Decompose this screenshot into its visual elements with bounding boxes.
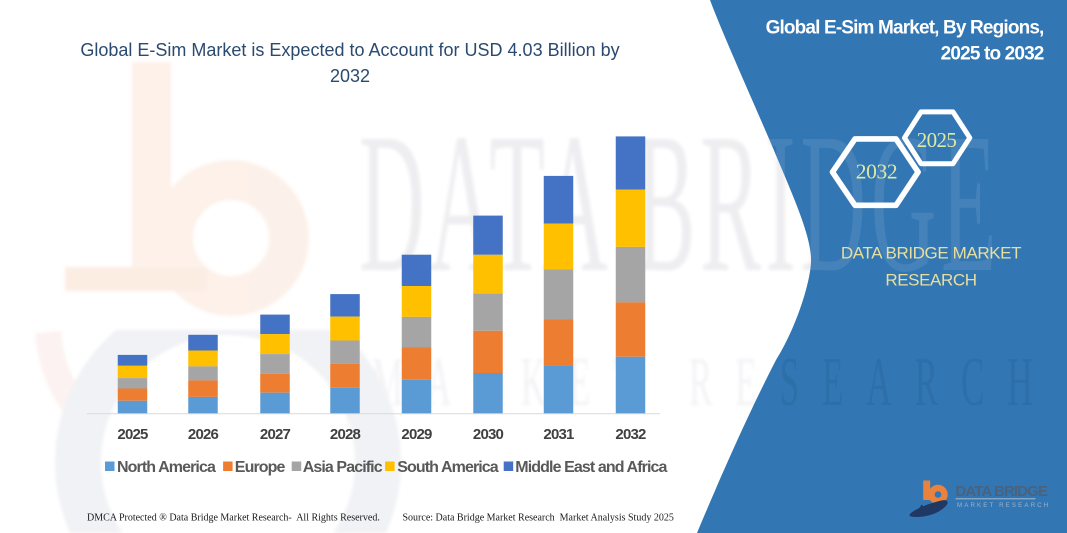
svg-text:DMCA Protected ® Data Bridge M: DMCA Protected ® Data Bridge Market Rese… — [87, 513, 380, 524]
svg-text:2027: 2027 — [260, 426, 291, 443]
svg-text:2026: 2026 — [188, 426, 219, 443]
svg-text:2025: 2025 — [917, 128, 957, 152]
svg-text:Europe: Europe — [235, 459, 286, 476]
svg-text:2032: 2032 — [856, 159, 897, 183]
svg-text:2030: 2030 — [473, 426, 504, 443]
svg-text:2029: 2029 — [401, 426, 432, 443]
svg-text:Global E-Sim Market is Expecte: Global E-Sim Market is Expected to Accou… — [80, 40, 619, 60]
svg-text:Source: Data Bridge Market Res: Source: Data Bridge Market Research Mark… — [403, 513, 674, 524]
svg-text:2031: 2031 — [543, 426, 574, 443]
svg-text:2025: 2025 — [117, 426, 148, 443]
svg-text:2025 to 2032: 2025 to 2032 — [941, 44, 1044, 65]
svg-text:Middle East and Africa: Middle East and Africa — [515, 459, 667, 476]
svg-text:2032: 2032 — [615, 426, 646, 443]
svg-text:2032: 2032 — [330, 66, 370, 86]
svg-text:MARKET RESEARCH: MARKET RESEARCH — [957, 502, 1050, 509]
svg-text:South America: South America — [397, 459, 499, 476]
svg-text:2028: 2028 — [330, 426, 361, 443]
svg-text:DATA BRIDGE: DATA BRIDGE — [956, 483, 1048, 500]
svg-text:North America: North America — [117, 459, 216, 476]
svg-text:Global E-Sim Market, By Region: Global E-Sim Market, By Regions, — [766, 18, 1044, 39]
svg-text:DATA BRIDGE MARKET: DATA BRIDGE MARKET — [841, 244, 1021, 263]
svg-text:Asia Pacific: Asia Pacific — [303, 459, 383, 476]
svg-text:RESEARCH: RESEARCH — [885, 271, 976, 290]
